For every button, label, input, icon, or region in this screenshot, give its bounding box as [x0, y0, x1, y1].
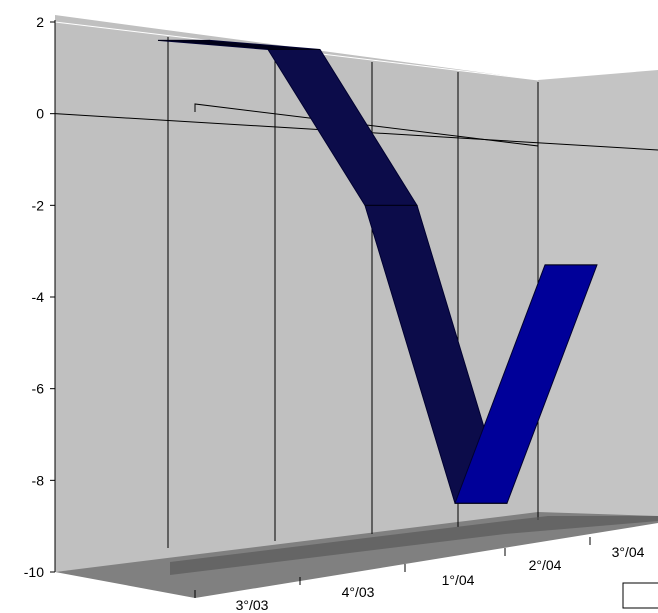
x-tick-label: 1°/04	[442, 572, 475, 588]
legend-box	[622, 582, 658, 609]
y-tick-label: -8	[32, 472, 45, 488]
y-tick-label: -6	[32, 381, 45, 397]
back-wall-left	[55, 15, 538, 572]
y-tick-label: 0	[36, 106, 44, 122]
y-tick-label: -10	[24, 564, 44, 580]
x-tick-label: 2°/04	[529, 557, 562, 573]
floor-shadow	[170, 516, 658, 575]
back-wall-right	[538, 70, 658, 520]
x-tick-label: 3°/04	[612, 544, 645, 560]
y-tick-label: -2	[32, 197, 45, 213]
x-tick-label: 4°/03	[342, 584, 375, 600]
y-tick-label: 2	[36, 14, 44, 30]
y-tick-labels: 2 0 -2 -4 -6 -8 -10	[24, 14, 55, 580]
floor-ticks	[170, 516, 658, 598]
data-ribbon	[157, 39, 598, 504]
chart-walls	[55, 15, 658, 598]
x-tick-labels: 3°/03 4°/03 1°/04 2°/04 3°/04	[236, 544, 645, 613]
y-tick-label: -4	[32, 289, 45, 305]
x-tick-label: 3°/03	[236, 597, 269, 613]
